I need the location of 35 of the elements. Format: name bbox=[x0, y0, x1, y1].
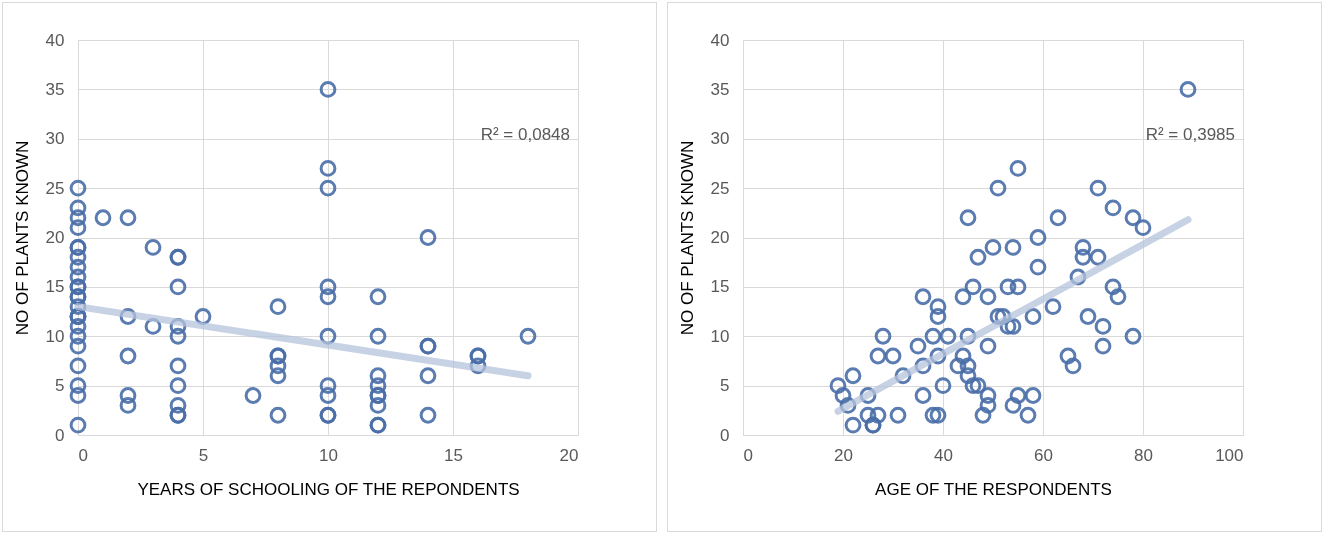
y-tick-label: 40 bbox=[45, 30, 65, 50]
x-tick-label: 15 bbox=[444, 445, 463, 465]
y-tick-label: 40 bbox=[710, 30, 730, 50]
y-tick-label: 35 bbox=[45, 79, 65, 99]
y-axis-title: NO OF PLANTS KNOWN bbox=[12, 140, 32, 336]
y-tick-label: 10 bbox=[710, 326, 730, 346]
x-tick-label: 10 bbox=[319, 445, 338, 465]
y-tick-label: 20 bbox=[710, 228, 730, 247]
y-tick-label: 20 bbox=[45, 228, 65, 247]
x-axis-title: YEARS OF SCHOOLING OF THE REPONDENTS bbox=[137, 479, 520, 499]
annotation: R² = 0,0848 bbox=[480, 124, 570, 144]
annotation: R² = 0,3985 bbox=[1145, 124, 1235, 144]
y-tick-label: 25 bbox=[45, 178, 65, 198]
x-tick-label: 20 bbox=[834, 445, 853, 465]
y-tick-label: 0 bbox=[55, 425, 65, 445]
x-tick-label: 40 bbox=[934, 445, 953, 465]
x-axis-title: AGE OF THE RESPONDENTS bbox=[875, 479, 1112, 499]
y-tick-label: 5 bbox=[720, 376, 730, 396]
y-axis-title: NO OF PLANTS KNOWN bbox=[677, 140, 697, 336]
x-tick-label: 80 bbox=[1134, 445, 1153, 465]
y-tick-label: 10 bbox=[45, 326, 65, 346]
y-tick-label: 15 bbox=[45, 277, 65, 297]
y-tick-label: 0 bbox=[720, 425, 730, 445]
x-tick-label: 60 bbox=[1034, 445, 1053, 465]
x-tick-label: 0 bbox=[78, 445, 88, 465]
x-tick-label: 20 bbox=[559, 445, 579, 465]
x-tick-label: 0 bbox=[743, 445, 753, 465]
y-tick-label: 25 bbox=[710, 178, 730, 198]
y-tick-label: 30 bbox=[45, 129, 65, 149]
y-tick-label: 5 bbox=[55, 376, 65, 396]
y-tick-label: 15 bbox=[710, 277, 730, 297]
y-tick-label: 35 bbox=[710, 79, 730, 99]
x-tick-label: 5 bbox=[198, 445, 209, 465]
x-tick-label: 100 bbox=[1215, 445, 1244, 465]
y-tick-label: 30 bbox=[710, 129, 730, 149]
